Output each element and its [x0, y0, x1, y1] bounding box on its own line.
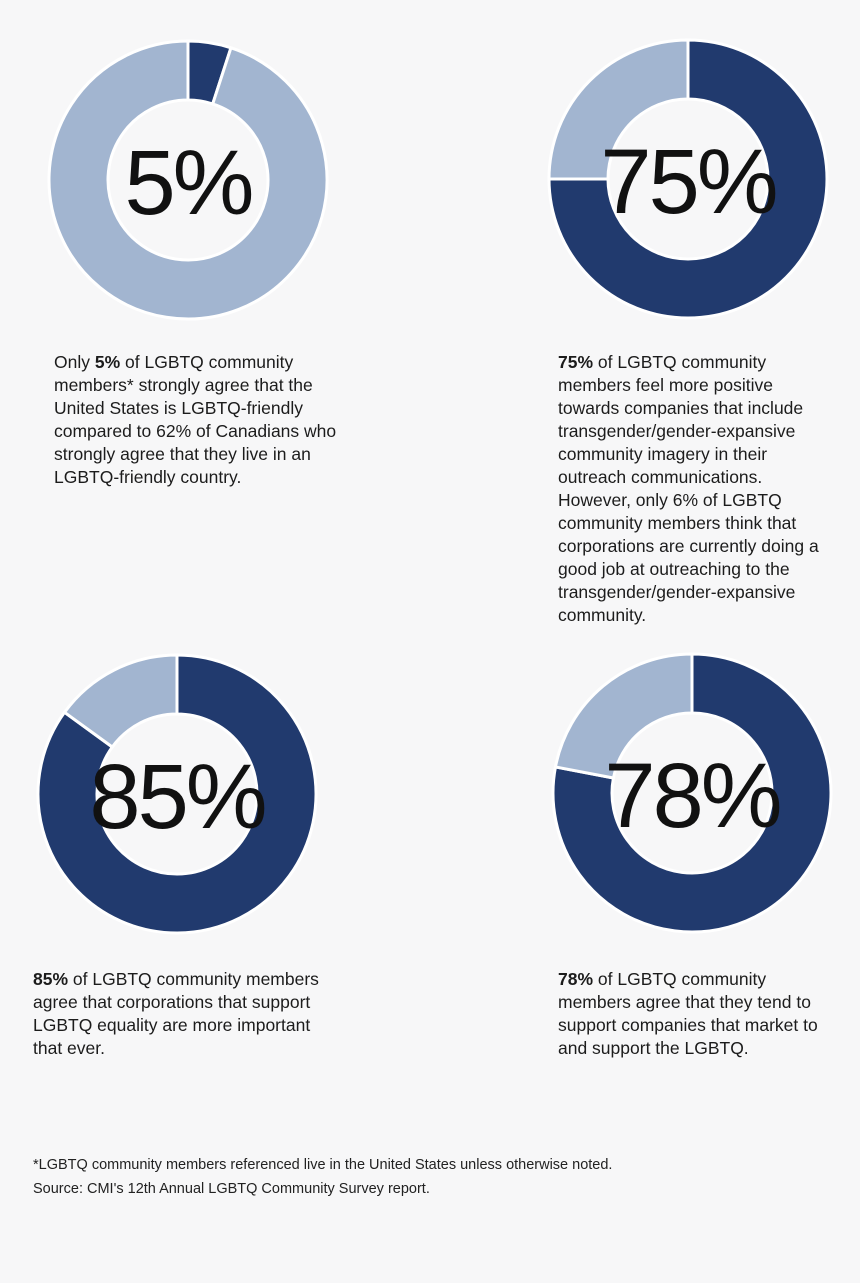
donut-svg-2: 75% — [547, 38, 829, 320]
caption-text: of LGBTQ community members* strongly agr… — [54, 352, 337, 487]
donut-slice-remainder — [553, 652, 694, 780]
footnote: *LGBTQ community members referenced live… — [33, 1153, 612, 1201]
caption-text: of LGBTQ community members agree that th… — [558, 969, 818, 1058]
donut-svg-3: 85% — [36, 653, 318, 935]
footnote-note: *LGBTQ community members referenced live… — [33, 1157, 613, 1173]
donut-slice-remainder — [547, 38, 690, 181]
donut-slice-remainder — [62, 653, 179, 750]
footnote-source: Source: CMI's 12th Annual LGBTQ Communit… — [33, 1181, 430, 1197]
caption-highlight: 5% — [94, 352, 121, 372]
donut-chart-3: 85% — [36, 653, 318, 935]
caption-3: 85% of LGBTQ community members agree tha… — [33, 968, 323, 1060]
caption-text: of LGBTQ community members agree that co… — [33, 969, 319, 1058]
caption-2: 75% of LGBTQ community members feel more… — [558, 351, 836, 627]
donut-slice-agree — [551, 652, 833, 934]
donut-slice-remainder — [47, 39, 329, 321]
caption-highlight: 85% — [33, 969, 69, 989]
caption-highlight: 75% — [558, 352, 594, 372]
caption-prefix: Only — [54, 352, 95, 372]
donut-chart-2: 75% — [547, 38, 829, 320]
donut-svg-4: 78% — [551, 652, 833, 934]
donut-chart-1: 5% — [47, 39, 329, 321]
donut-chart-4: 78% — [551, 652, 833, 934]
caption-1: Only 5% of LGBTQ community members* stro… — [54, 351, 344, 489]
caption-text: of LGBTQ community members feel more pos… — [558, 352, 819, 625]
donut-percent-label: 78% — [604, 745, 779, 847]
donut-percent-label: 75% — [600, 131, 775, 233]
donut-svg-1: 5% — [47, 39, 329, 321]
caption-4: 78% of LGBTQ community members agree tha… — [558, 968, 836, 1060]
donut-percent-label: 5% — [125, 132, 252, 234]
caption-highlight: 78% — [558, 969, 594, 989]
donut-slice-agree — [547, 38, 829, 320]
donut-slice-agree — [36, 653, 318, 935]
donut-percent-label: 85% — [89, 746, 264, 848]
